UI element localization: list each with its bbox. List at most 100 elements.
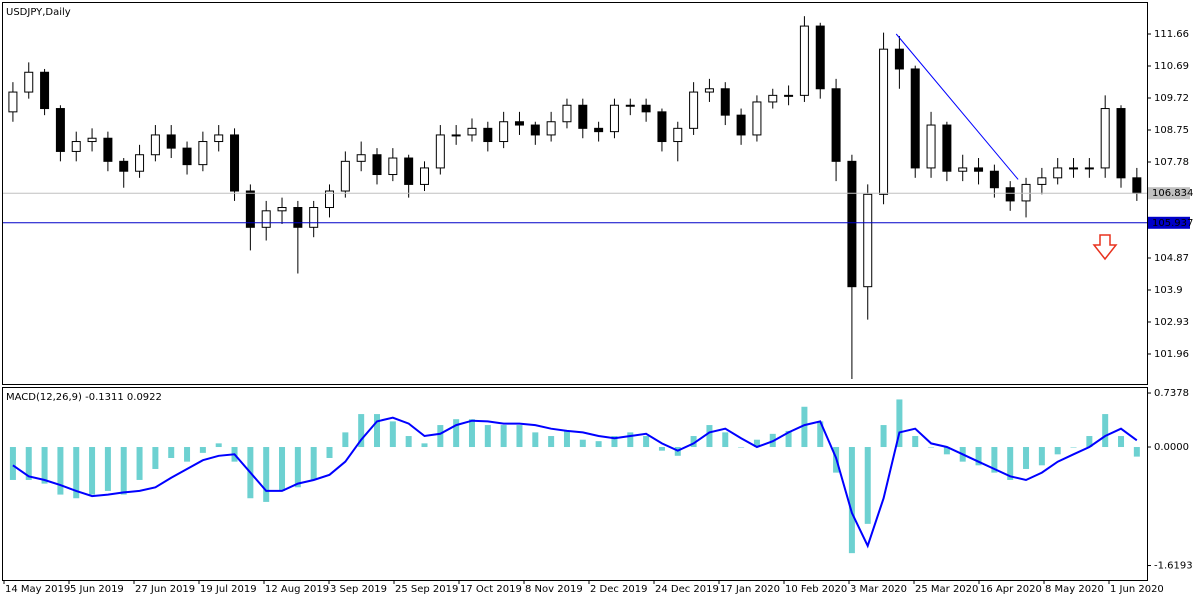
x-tick-label: 17 Jan 2020 (720, 584, 780, 595)
candle-body (1132, 177, 1142, 194)
x-tick-label: 16 Apr 2020 (980, 584, 1042, 595)
candle-body (958, 167, 968, 172)
macd-bar (374, 414, 381, 448)
macd-bar (722, 432, 729, 448)
macd-bar (658, 447, 665, 451)
y-tick-label: 103.9 (1154, 285, 1183, 296)
candle-body (530, 124, 540, 136)
candle-body (879, 48, 889, 195)
y-tick-label: 110.69 (1154, 61, 1189, 72)
candle-body (182, 147, 192, 166)
macd-bar (294, 447, 301, 488)
chart-title: USDJPY,Daily (6, 7, 71, 18)
x-tick-label: 2 Dec 2019 (590, 584, 648, 595)
candle-body (562, 104, 572, 123)
y-tick-label: 0.0000 (1154, 442, 1189, 453)
candle-body (1084, 167, 1094, 170)
macd-bar (9, 447, 16, 480)
current-price-box (1148, 187, 1190, 200)
macd-bar (468, 419, 475, 448)
macd-bar (89, 447, 96, 495)
macd-bar (753, 439, 760, 448)
candle-body (1100, 108, 1110, 169)
candle-body (8, 91, 18, 113)
macd-bar (168, 447, 175, 458)
macd-bar (975, 447, 982, 466)
candle-body (673, 127, 683, 143)
candle-body (230, 134, 240, 192)
candle-body (863, 193, 873, 288)
macd-bar (864, 447, 871, 524)
macd-bar (152, 447, 159, 469)
candle-body (166, 134, 176, 149)
macd-bar (263, 447, 270, 502)
candle-body (1021, 183, 1031, 202)
candle-body (214, 134, 224, 143)
x-tick-label: 27 Jun 2019 (135, 584, 195, 595)
candle-body (340, 160, 350, 192)
candle-body (514, 121, 524, 126)
candle-body (894, 48, 904, 70)
signal-line (12, 416, 1138, 549)
macd-bar (817, 421, 824, 448)
y-tick-label: 107.78 (1154, 157, 1189, 168)
candle-body (989, 170, 999, 189)
candle-body (736, 114, 746, 136)
macd-bar (1007, 447, 1014, 480)
candle-body (55, 108, 65, 152)
macd-bar (1133, 447, 1140, 457)
macd-bar (1070, 447, 1077, 448)
macd-bar (389, 421, 396, 448)
x-tick-label: 8 Nov 2019 (525, 584, 583, 595)
x-tick-label: 14 May 2019 (5, 584, 70, 595)
candle-body (198, 141, 208, 166)
y-tick-label: 0.7378 (1154, 388, 1189, 399)
macd-bar (73, 447, 80, 499)
level-box (1148, 216, 1190, 229)
y-tick-label: 108.75 (1154, 125, 1189, 136)
candle-body (467, 127, 477, 136)
macd-bar (405, 436, 412, 448)
price-pane (2, 2, 1148, 385)
candle-body (784, 94, 794, 97)
macd-bar (358, 414, 365, 448)
macd-bar (41, 447, 48, 484)
candle-body (720, 88, 730, 116)
macd-bar (848, 447, 855, 554)
macd-bar (1102, 414, 1109, 448)
x-tick-label: 17 Oct 2019 (460, 584, 522, 595)
candle-body (831, 88, 841, 162)
macd-bar (136, 447, 143, 480)
macd-bar (643, 436, 650, 448)
candle-body (815, 25, 825, 90)
macd-bar (342, 432, 349, 448)
candle-body (704, 88, 714, 93)
x-tick-label: 3 Mar 2020 (850, 584, 907, 595)
candle-body (404, 157, 414, 185)
candle-body (135, 154, 145, 172)
candle-body (419, 167, 429, 185)
candle-body (799, 25, 809, 96)
candle-body (1005, 187, 1015, 202)
candle-body (974, 167, 984, 172)
macd-bar (627, 432, 634, 448)
macd-bar (563, 430, 570, 448)
macd-bar (595, 441, 602, 448)
macd-bar (516, 425, 523, 448)
y-tick-label: 104.87 (1154, 253, 1189, 264)
macd-bar (310, 447, 317, 480)
candle-body (119, 160, 129, 172)
macd-bar (880, 425, 887, 448)
macd-bar (326, 447, 333, 458)
candle-body (435, 134, 445, 169)
candle-body (40, 71, 50, 110)
macd-bar (611, 436, 618, 448)
macd-bar (991, 447, 998, 473)
candle-body (293, 207, 303, 228)
y-tick-label: 109.72 (1154, 93, 1189, 104)
candle-body (689, 91, 699, 129)
candle-body (245, 190, 255, 228)
macd-bar (453, 419, 460, 448)
down-arrow (1092, 234, 1118, 261)
